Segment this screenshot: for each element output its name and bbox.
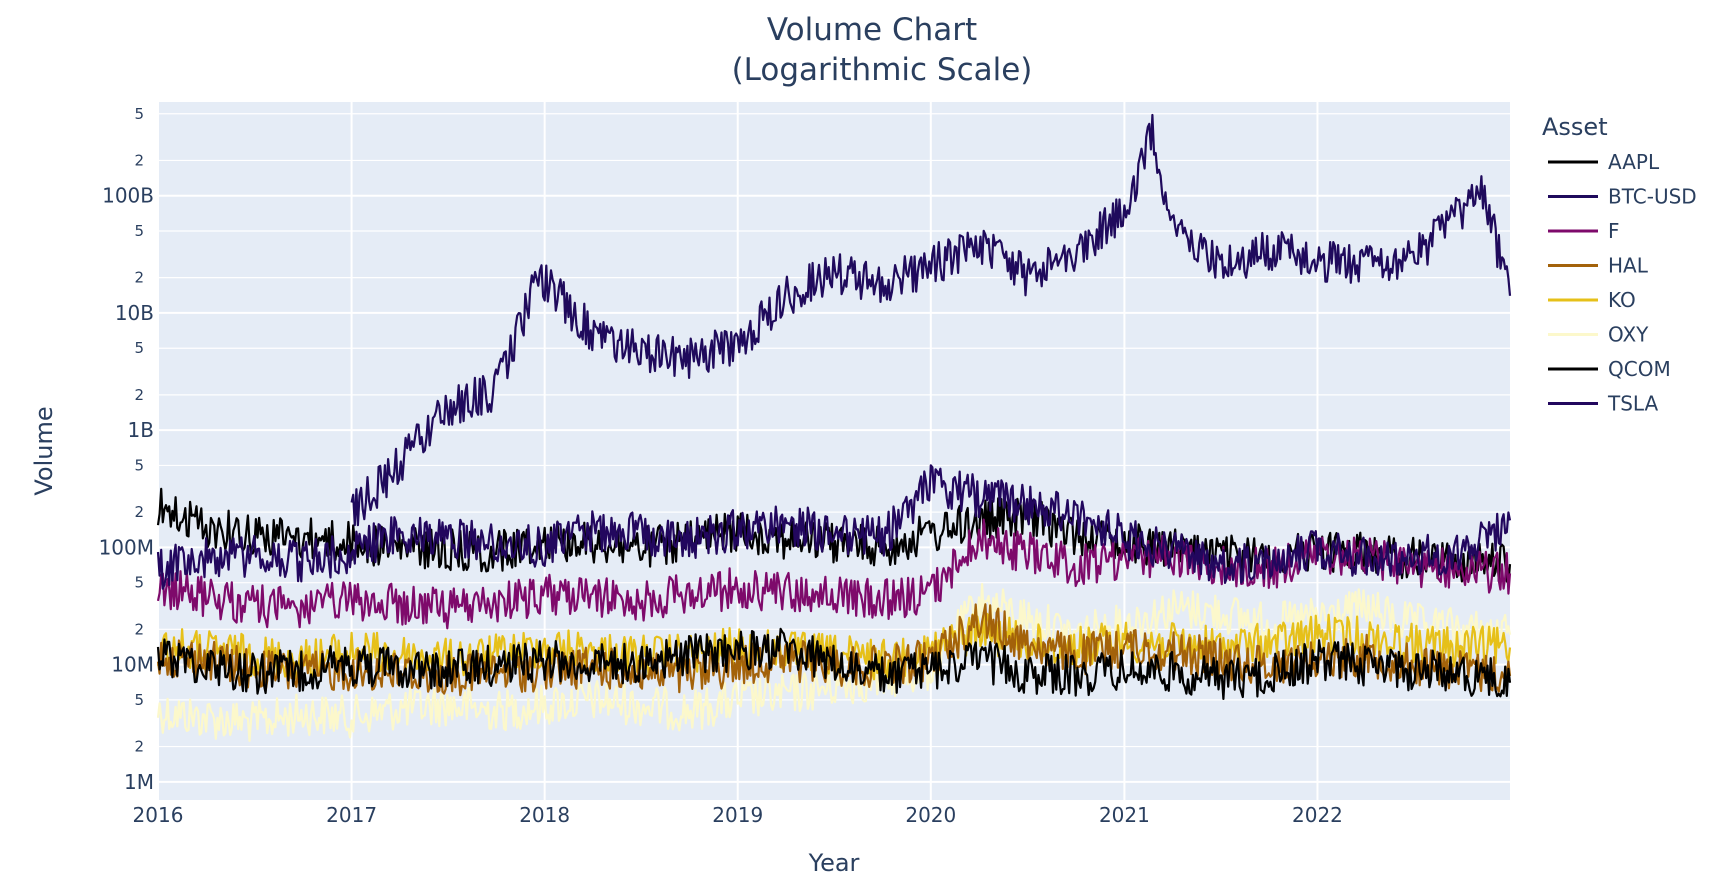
series-layer xyxy=(156,113,1512,742)
legend-item-ko[interactable]: KO xyxy=(1608,288,1636,312)
y-axis-title: Volume xyxy=(30,406,58,495)
legend-title: Asset xyxy=(1542,113,1608,141)
y-minor-tick-label: 2 xyxy=(134,620,144,638)
y-tick-label: 100M xyxy=(99,535,154,559)
y-minor-tick-label: 2 xyxy=(134,386,144,404)
y-axis-ticks: 1M 10M 100M 1B 10B 100B 2 5 2 5 2 5 2 5 2 5 2 5 xyxy=(99,105,154,794)
y-minor-tick-label: 2 xyxy=(134,503,144,521)
y-minor-tick-label: 5 xyxy=(134,222,144,240)
y-minor-tick-label: 5 xyxy=(134,456,144,474)
y-minor-tick-label: 5 xyxy=(134,691,144,709)
legend: Asset AAPL BTC-USD F HAL KO OXY QCOM TSLA xyxy=(1542,113,1697,416)
x-tick-label: 2016 xyxy=(133,803,184,827)
x-tick-label: 2022 xyxy=(1292,803,1343,827)
y-minor-tick-label: 2 xyxy=(134,738,144,756)
y-minor-tick-label: 5 xyxy=(134,105,144,123)
chart-title: Volume Chart xyxy=(767,12,977,48)
legend-item-hal[interactable]: HAL xyxy=(1608,254,1649,278)
series-line-oxy xyxy=(156,583,1512,742)
legend-item-oxy[interactable]: OXY xyxy=(1608,323,1649,347)
plot-background xyxy=(158,102,1510,800)
legend-item-btc-usd[interactable]: BTC-USD xyxy=(1608,185,1697,209)
series-line-tsla xyxy=(156,464,1512,590)
y-tick-label: 100B xyxy=(102,184,154,208)
x-axis-ticks: 2016 2017 2018 2019 2020 2021 2022 xyxy=(133,803,1343,827)
series-line-f xyxy=(156,518,1512,630)
y-tick-label: 1B xyxy=(128,418,154,442)
legend-item-tsla[interactable]: TSLA xyxy=(1607,392,1659,416)
x-tick-label: 2020 xyxy=(905,803,956,827)
legend-item-aapl[interactable]: AAPL xyxy=(1608,150,1660,174)
x-tick-label: 2018 xyxy=(519,803,570,827)
y-tick-label: 1M xyxy=(124,770,154,794)
x-axis-title: Year xyxy=(808,849,860,877)
y-minor-tick-label: 5 xyxy=(134,339,144,357)
series-line-qcom xyxy=(156,627,1512,700)
series-line-btc-usd xyxy=(350,113,1512,527)
legend-item-qcom[interactable]: QCOM xyxy=(1608,357,1671,381)
x-tick-label: 2017 xyxy=(326,803,377,827)
y-minor-tick-label: 5 xyxy=(134,574,144,592)
y-tick-label: 10B xyxy=(115,301,154,325)
x-tick-label: 2021 xyxy=(1099,803,1150,827)
y-minor-tick-label: 2 xyxy=(134,269,144,287)
legend-item-f[interactable]: F xyxy=(1608,219,1620,243)
y-tick-label: 10M xyxy=(111,653,154,677)
y-minor-tick-label: 2 xyxy=(134,151,144,169)
x-tick-label: 2019 xyxy=(712,803,763,827)
chart-subtitle: (Logarithmic Scale) xyxy=(732,52,1033,88)
